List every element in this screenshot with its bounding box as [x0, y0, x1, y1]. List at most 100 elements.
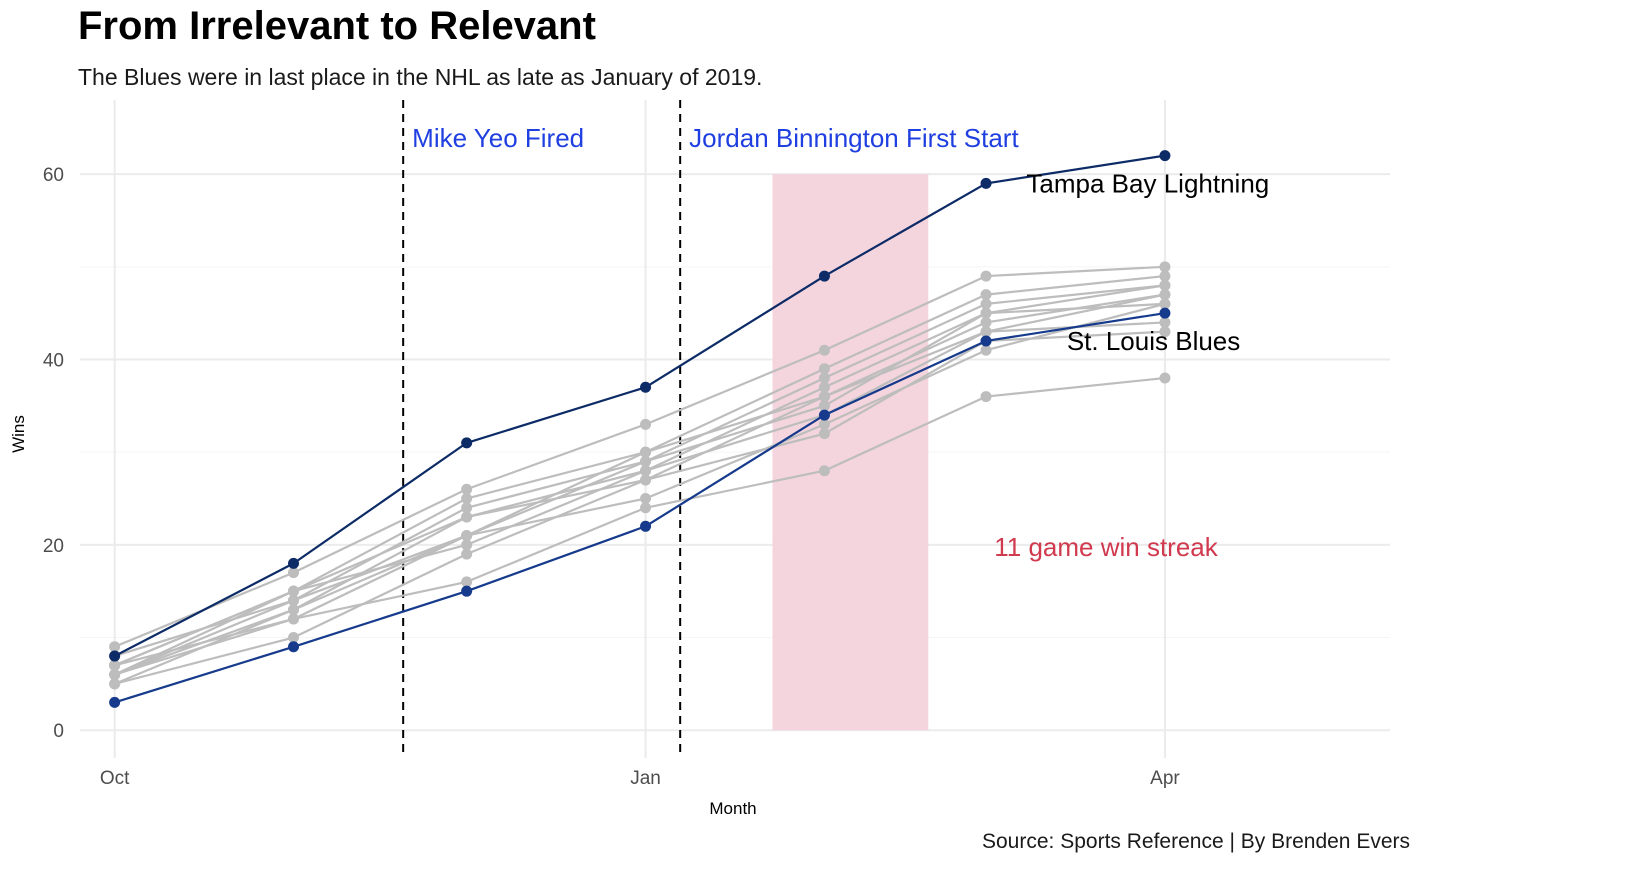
data-point: [640, 493, 652, 505]
y-axis-title: Wins: [9, 415, 28, 453]
data-point: [818, 465, 830, 477]
data-point: [288, 604, 300, 616]
data-point: [109, 669, 121, 681]
data-point: [109, 678, 121, 690]
data-point: [640, 465, 652, 477]
data-point: [980, 298, 992, 310]
chart-subtitle: The Blues were in last place in the NHL …: [78, 64, 763, 90]
data-point: [1159, 326, 1171, 338]
data-point: [818, 418, 830, 430]
data-point: [461, 576, 473, 588]
data-point: [288, 585, 300, 597]
data-point: [640, 446, 652, 458]
data-point: [818, 409, 830, 421]
data-point: [461, 502, 473, 514]
series-line: [114, 376, 1166, 667]
data-point: [980, 344, 992, 356]
x-tick-label-jan: Jan: [630, 768, 661, 789]
data-point: [1159, 261, 1171, 273]
data-point: [980, 270, 992, 282]
series-line: [114, 265, 1165, 648]
series-other-team-9: [109, 316, 1171, 681]
y-tick-label-60: 60: [43, 165, 64, 186]
data-point: [461, 493, 473, 505]
data-point: [980, 289, 992, 301]
data-point: [640, 418, 652, 430]
data-point: [109, 650, 121, 662]
data-point: [109, 641, 121, 653]
data-point: [980, 307, 992, 319]
data-point: [1159, 289, 1171, 301]
series-other-team-7: [109, 289, 1171, 681]
data-point: [818, 344, 830, 356]
data-point: [1159, 279, 1171, 291]
data-point: [1159, 150, 1171, 162]
series-other-team-2: [109, 261, 1171, 653]
series-layer: [109, 150, 1171, 708]
y-tick-label-20: 20: [43, 536, 64, 557]
data-point: [640, 502, 652, 514]
data-point: [818, 391, 830, 403]
chart-title: From Irrelevant to Relevant: [78, 4, 596, 48]
data-point: [109, 659, 121, 671]
x-tick-label-apr: Apr: [1150, 768, 1180, 789]
y-tick-label-40: 40: [43, 350, 64, 371]
data-point: [1159, 307, 1171, 319]
chart-caption: Source: Sports Reference | By Brenden Ev…: [982, 830, 1410, 853]
data-point: [288, 557, 300, 569]
event-label-2: Jordan Binnington First Start: [689, 123, 1019, 153]
data-point: [288, 632, 300, 644]
axis-layer: Month Wins 0 20 40 60 Oct Jan Apr: [9, 165, 1180, 818]
data-point: [288, 641, 300, 653]
series-other-team-12: [109, 298, 1171, 681]
data-point: [461, 539, 473, 551]
x-tick-label-oct: Oct: [100, 768, 130, 789]
data-point: [461, 530, 473, 542]
data-point: [980, 335, 992, 347]
data-point: [461, 585, 473, 597]
series-label-st-louis-blues: St. Louis Blues: [1067, 326, 1240, 356]
data-point: [980, 316, 992, 328]
data-point: [818, 363, 830, 375]
data-point: [818, 270, 830, 282]
data-point: [1159, 316, 1171, 328]
event-label-1: Mike Yeo Fired: [412, 123, 584, 153]
event-lines: [402, 100, 682, 758]
x-axis-title: Month: [709, 799, 756, 818]
data-point: [640, 455, 652, 467]
series-st-louis-blues: [109, 307, 1171, 708]
win-streak-band: [772, 174, 929, 731]
data-point: [640, 520, 652, 532]
gridlines: [80, 100, 1390, 758]
data-point: [640, 381, 652, 393]
streak-band-layer: [772, 174, 929, 731]
data-point: [980, 326, 992, 338]
series-line: [114, 302, 1165, 658]
data-point: [109, 696, 121, 708]
data-point: [980, 177, 992, 189]
series-line: [114, 321, 1165, 676]
series-other-team-10: [109, 326, 1171, 690]
data-point: [461, 548, 473, 560]
series-tampa-bay-lightning: [109, 150, 1171, 662]
data-point: [640, 474, 652, 486]
data-point: [1159, 372, 1171, 384]
data-point: [461, 511, 473, 523]
data-point: [818, 400, 830, 412]
data-point: [461, 483, 473, 495]
data-point: [288, 567, 300, 579]
series-line: [114, 330, 1165, 685]
data-point: [980, 391, 992, 403]
series-other-team-11: [109, 372, 1171, 671]
data-point: [818, 428, 830, 440]
data-point: [288, 613, 300, 625]
win-streak-label: 11 game win streak: [994, 532, 1219, 562]
series-other-team-8: [109, 298, 1171, 662]
data-point: [1159, 270, 1171, 282]
series-other-team-6: [109, 289, 1171, 671]
data-point: [818, 381, 830, 393]
data-point: [461, 437, 473, 449]
data-point: [818, 372, 830, 384]
annotation-layer: Mike Yeo Fired Jordan Binnington First St…: [412, 123, 1269, 562]
